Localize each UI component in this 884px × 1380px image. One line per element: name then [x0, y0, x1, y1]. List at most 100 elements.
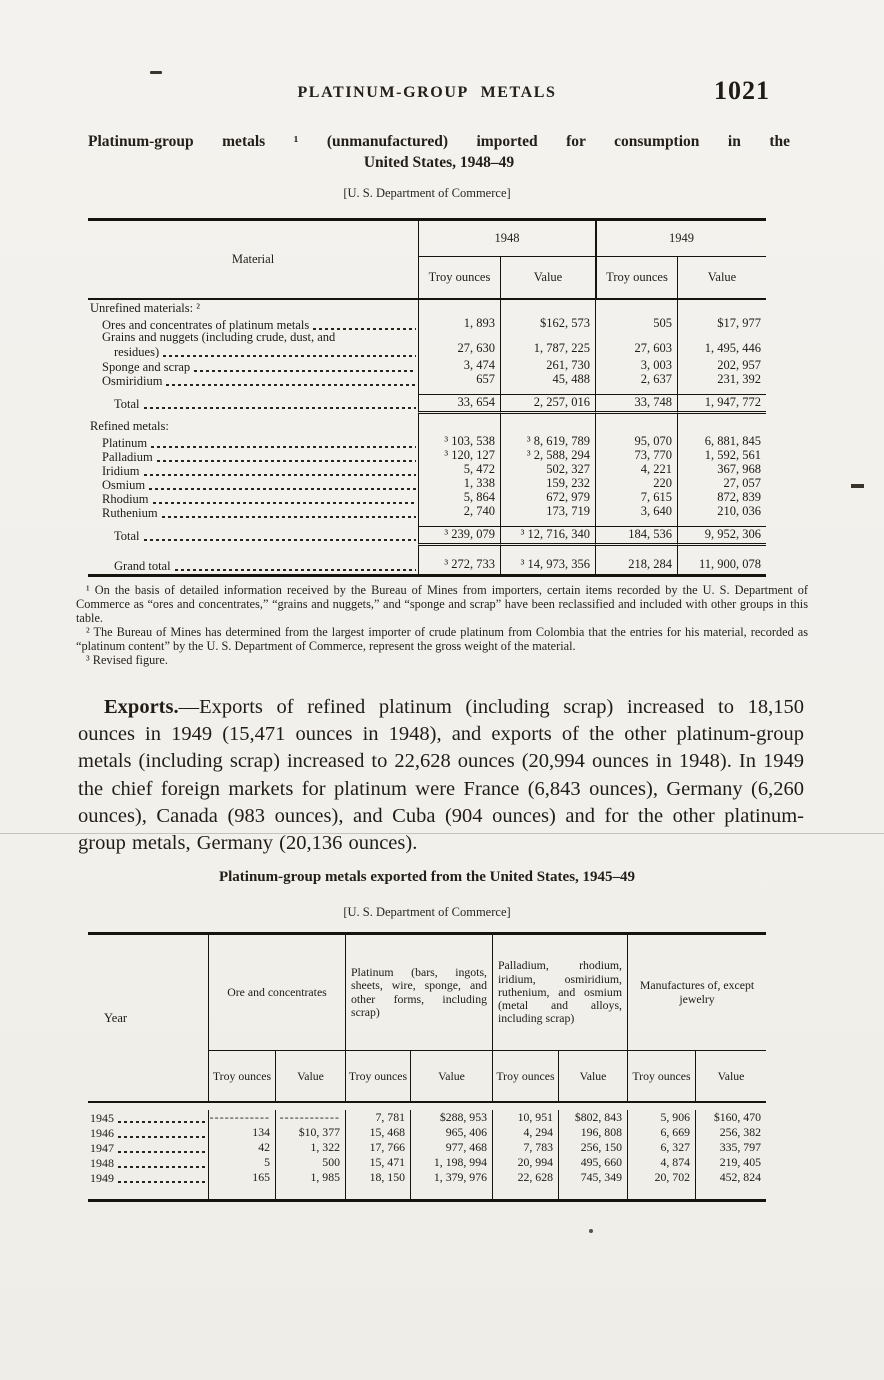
cell-troy-ore: 42 — [208, 1140, 275, 1156]
cell-value-platinum: $288, 953 — [410, 1110, 492, 1126]
row-label: Refined metals: — [90, 419, 169, 433]
row-label: Osmiridium — [102, 374, 163, 388]
cell-troy-palladium: 20, 994 — [492, 1155, 558, 1171]
column-header-year: Year — [104, 1010, 128, 1025]
exports-lead-in: Exports. — [104, 696, 179, 718]
cell-value-ore: 500 — [275, 1155, 345, 1171]
cell-value-palladium: 745, 349 — [558, 1170, 627, 1186]
row-label-year: 1945 — [90, 1111, 114, 1125]
cell-troy-1948: 657 — [418, 372, 500, 389]
cell-value-1948: 2, 257, 016 — [500, 394, 595, 412]
table-row: 1945 ------------ ------------ 7, 781 $2… — [88, 1110, 766, 1126]
column-group-ore-and-concentrates: Ore and concentrates — [208, 935, 345, 1051]
cell-troy-1948: 1, 893 — [418, 316, 500, 333]
table-row-total: Total ³ 239, 079 ³ 12, 716, 340 184, 536… — [88, 526, 766, 544]
column-group-1949: 1949 — [595, 221, 766, 257]
cell-troy-ore: 134 — [208, 1125, 275, 1141]
cell-value-1949: 210, 036 — [677, 504, 766, 521]
column-header-value: Value — [275, 1051, 345, 1101]
cell-troy-palladium: 7, 783 — [492, 1140, 558, 1156]
export-table-header: Year Ore and concentrates Platinum (bars… — [88, 935, 766, 1103]
column-header-troy-ounces: Troy ounces — [345, 1051, 410, 1101]
cell-value-platinum: 965, 406 — [410, 1125, 492, 1141]
table-row-total: Total 33, 654 2, 257, 016 33, 748 1, 947… — [88, 394, 766, 412]
cell-value-1948: 159, 232 — [500, 476, 595, 493]
row-label: Grand total — [114, 559, 171, 573]
dot-leader — [163, 355, 416, 357]
row-label: Unrefined materials: ² — [90, 301, 200, 315]
dot-leader — [118, 1166, 206, 1168]
cell-value-1948: ³ 8, 619, 789 — [500, 434, 595, 451]
cell-troy-platinum: 7, 781 — [345, 1110, 410, 1126]
cell-value-manufactures: 219, 405 — [695, 1155, 766, 1171]
dot-leader — [174, 569, 416, 571]
table-double-rule — [88, 411, 766, 418]
cell-troy-1949: 2, 637 — [595, 372, 677, 389]
row-label: Platinum — [102, 436, 148, 450]
scan-artifact-speck — [589, 1229, 593, 1233]
cell-troy-1949: 3, 003 — [595, 358, 677, 375]
table-spacer — [88, 1185, 766, 1199]
cell-troy-1948: 33, 654 — [418, 394, 500, 412]
cell-value-1948: 1, 787, 225 — [500, 330, 595, 358]
cell-troy-1948: 5, 472 — [418, 462, 500, 479]
dot-leader — [151, 446, 416, 448]
table-row: 1946 134 $10, 377 15, 468 965, 406 4, 29… — [88, 1125, 766, 1141]
import-table-header: Material 1948 1949 Troy ounces Value Tro… — [88, 221, 766, 300]
dot-leader — [143, 407, 416, 409]
cell-value-1949: 9, 952, 306 — [677, 526, 766, 544]
table-row: Osmiridium 657 45, 488 2, 637 231, 392 — [88, 372, 766, 389]
cell-value-1949: 1, 592, 561 — [677, 448, 766, 465]
cell-troy-1948: ³ 272, 733 — [418, 550, 500, 574]
cell-value-ore: ------------ — [275, 1110, 345, 1126]
cell-troy-palladium: 10, 951 — [492, 1110, 558, 1126]
column-header-value-1948: Value — [500, 257, 595, 298]
cell-troy-platinum: 18, 150 — [345, 1170, 410, 1186]
dot-leader — [143, 539, 416, 541]
cell-value-manufactures: 452, 824 — [695, 1170, 766, 1186]
footnote-2: ² The Bureau of Mines has determined fro… — [76, 624, 808, 653]
row-label: Osmium — [102, 478, 146, 492]
cell-value-1948: 672, 979 — [500, 490, 595, 507]
cell-troy-1948: ³ 120, 127 — [418, 448, 500, 465]
column-header-troy-ounces: Troy ounces — [208, 1051, 275, 1101]
cell-value-1948: ³ 12, 716, 340 — [500, 526, 595, 544]
cell-value-palladium: 495, 660 — [558, 1155, 627, 1171]
table-spacer — [88, 518, 766, 526]
table-row-section: Unrefined materials: ² — [88, 300, 766, 316]
dot-leader — [313, 328, 416, 330]
cell-value-1949: 27, 057 — [677, 476, 766, 493]
cell-value-1949: 11, 900, 078 — [677, 550, 766, 574]
exports-paragraph: Exports.—Exports of refined platinum (in… — [78, 694, 804, 857]
cell-troy-1948: 2, 740 — [418, 504, 500, 521]
table-row: Sponge and scrap 3, 474 261, 730 3, 003 … — [88, 358, 766, 375]
dot-leader — [118, 1181, 206, 1183]
row-label-year: 1948 — [90, 1156, 114, 1170]
column-header-value: Value — [410, 1051, 492, 1101]
cell-value-palladium: $802, 843 — [558, 1110, 627, 1126]
row-label-continued: residues) — [114, 345, 160, 358]
column-header-material: Material — [231, 252, 275, 266]
cell-value-1948: 502, 327 — [500, 462, 595, 479]
table-spacer — [88, 386, 766, 394]
table-row: Ruthenium 2, 740 173, 719 3, 640 210, 03… — [88, 504, 766, 521]
cell-value-1949: 202, 957 — [677, 358, 766, 375]
cell-troy-1949: 3, 640 — [595, 504, 677, 521]
import-table-title: Platinum-group metals ¹ (unmanufactured)… — [88, 132, 790, 172]
cell-troy-palladium: 4, 294 — [492, 1125, 558, 1141]
cell-troy-1949: 95, 070 — [595, 434, 677, 451]
row-label: Palladium — [102, 450, 153, 464]
cell-troy-1948: 27, 630 — [418, 330, 500, 358]
scan-artifact-line — [0, 833, 884, 834]
dot-leader — [152, 502, 416, 504]
cell-troy-1949: 73, 770 — [595, 448, 677, 465]
cell-value-palladium: 256, 150 — [558, 1140, 627, 1156]
scan-artifact-dash — [150, 71, 162, 74]
cell-value-1948: ³ 14, 973, 356 — [500, 550, 595, 574]
cell-troy-platinum: 15, 471 — [345, 1155, 410, 1171]
cell-value-1949: 367, 968 — [677, 462, 766, 479]
cell-troy-1948: ³ 103, 538 — [418, 434, 500, 451]
cell-value-1948: $162, 573 — [500, 316, 595, 333]
column-header-value-1949: Value — [677, 257, 766, 298]
dot-leader — [118, 1121, 206, 1123]
